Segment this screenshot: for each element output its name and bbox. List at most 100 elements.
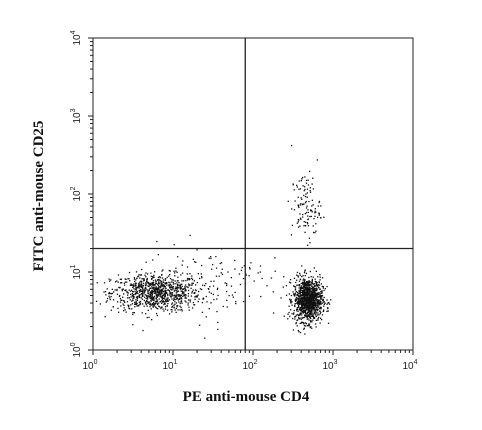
data-point-population-1 bbox=[153, 284, 155, 287]
data-point-population-2 bbox=[311, 310, 313, 312]
data-point-population-2 bbox=[309, 312, 311, 314]
data-point-population-1 bbox=[176, 290, 178, 292]
data-point-population-3 bbox=[314, 208, 316, 210]
data-point-population-1 bbox=[145, 272, 147, 274]
data-point-population-1 bbox=[170, 285, 173, 287]
data-point-population-1 bbox=[146, 281, 148, 283]
data-point-population-2 bbox=[296, 294, 299, 296]
data-point-population-1 bbox=[141, 286, 144, 288]
data-point-population-2 bbox=[327, 302, 329, 304]
data-point-population-2 bbox=[320, 303, 322, 306]
data-point-population-3 bbox=[310, 210, 312, 212]
data-point-population-2 bbox=[311, 290, 313, 292]
data-point-population-3 bbox=[307, 225, 310, 227]
data-point-population-1 bbox=[132, 295, 134, 297]
data-point-population-3 bbox=[302, 185, 304, 187]
data-point-population-4 bbox=[213, 280, 215, 282]
data-point-population-2 bbox=[311, 288, 313, 290]
data-point-population-2 bbox=[316, 293, 319, 295]
data-point-population-4 bbox=[161, 306, 163, 308]
data-point-population-3 bbox=[296, 184, 298, 186]
data-point-population-2 bbox=[305, 284, 307, 286]
data-point-population-1 bbox=[167, 289, 169, 291]
data-point-population-1 bbox=[155, 282, 158, 285]
data-point-population-2 bbox=[299, 308, 301, 311]
data-point-population-1 bbox=[144, 287, 146, 289]
data-point-population-2 bbox=[294, 316, 296, 318]
data-point-population-3 bbox=[306, 222, 309, 224]
data-point-population-1 bbox=[135, 289, 138, 291]
data-point-population-2 bbox=[298, 302, 300, 304]
data-point-population-3 bbox=[300, 203, 302, 205]
data-point-population-1 bbox=[136, 299, 139, 301]
data-point-population-1 bbox=[131, 300, 133, 302]
data-point-population-2 bbox=[320, 317, 322, 319]
data-point-population-4 bbox=[234, 268, 236, 270]
data-point-population-2 bbox=[306, 295, 308, 298]
data-point-population-2 bbox=[304, 270, 306, 272]
data-point-population-2 bbox=[303, 291, 305, 293]
data-point-population-2 bbox=[296, 284, 298, 286]
data-point-population-2 bbox=[326, 285, 328, 288]
data-point-population-2 bbox=[297, 329, 299, 332]
data-point-population-1 bbox=[167, 300, 169, 302]
data-point-population-1 bbox=[184, 287, 186, 289]
data-point-population-1 bbox=[186, 277, 189, 280]
data-point-population-1 bbox=[173, 304, 175, 306]
data-point-population-1 bbox=[173, 297, 175, 299]
data-point-population-1 bbox=[162, 288, 164, 290]
data-point-population-2 bbox=[295, 315, 297, 318]
data-point-population-1 bbox=[160, 286, 162, 288]
data-point-population-2 bbox=[318, 284, 321, 286]
data-point-population-2 bbox=[313, 316, 315, 318]
data-point-population-1 bbox=[170, 296, 172, 298]
data-point-population-1 bbox=[166, 300, 168, 302]
data-point-population-1 bbox=[188, 279, 191, 281]
y-tick-exponent: 1 bbox=[70, 264, 77, 268]
data-point-population-2 bbox=[317, 301, 320, 304]
data-point-population-2 bbox=[322, 287, 324, 289]
data-point-population-1 bbox=[164, 279, 166, 281]
data-point-population-1 bbox=[153, 300, 155, 302]
data-point-population-2 bbox=[293, 294, 295, 296]
data-point-population-1 bbox=[131, 291, 134, 293]
data-point-population-2 bbox=[313, 302, 315, 304]
data-point-population-2 bbox=[299, 313, 301, 315]
data-point-population-2 bbox=[308, 297, 311, 300]
data-point-population-4 bbox=[156, 240, 158, 243]
data-point-population-3 bbox=[287, 200, 289, 202]
data-point-population-1 bbox=[161, 277, 164, 279]
data-point-population-1 bbox=[132, 296, 134, 298]
data-point-population-1 bbox=[194, 292, 196, 294]
data-point-population-2 bbox=[307, 304, 310, 307]
data-point-population-1 bbox=[133, 283, 135, 285]
data-point-population-1 bbox=[155, 282, 157, 284]
data-point-population-2 bbox=[299, 297, 301, 299]
data-point-population-2 bbox=[311, 292, 313, 295]
y-tick-base: 10 bbox=[72, 34, 83, 46]
data-point-population-3 bbox=[307, 218, 310, 220]
data-point-population-1 bbox=[172, 285, 174, 288]
data-point-population-2 bbox=[316, 287, 318, 289]
data-point-population-1 bbox=[108, 291, 110, 294]
data-point-population-2 bbox=[306, 285, 308, 287]
data-point-population-1 bbox=[180, 301, 182, 303]
data-point-population-1 bbox=[188, 284, 191, 286]
data-point-population-1 bbox=[173, 298, 175, 300]
data-point-population-1 bbox=[179, 309, 181, 311]
data-point-population-2 bbox=[310, 291, 312, 293]
data-point-population-2 bbox=[316, 309, 319, 312]
data-point-population-2 bbox=[309, 316, 311, 318]
data-point-population-2 bbox=[317, 312, 319, 314]
data-point-population-2 bbox=[285, 285, 288, 287]
data-point-population-2 bbox=[309, 299, 311, 301]
data-point-population-1 bbox=[105, 301, 107, 303]
data-point-population-2 bbox=[304, 290, 306, 292]
data-point-population-2 bbox=[315, 290, 318, 292]
data-point-population-2 bbox=[315, 309, 317, 311]
data-point-population-2 bbox=[312, 319, 314, 321]
data-point-population-2 bbox=[302, 279, 304, 281]
data-point-population-1 bbox=[160, 288, 163, 291]
data-point-population-2 bbox=[303, 294, 305, 296]
data-point-population-2 bbox=[303, 287, 305, 289]
